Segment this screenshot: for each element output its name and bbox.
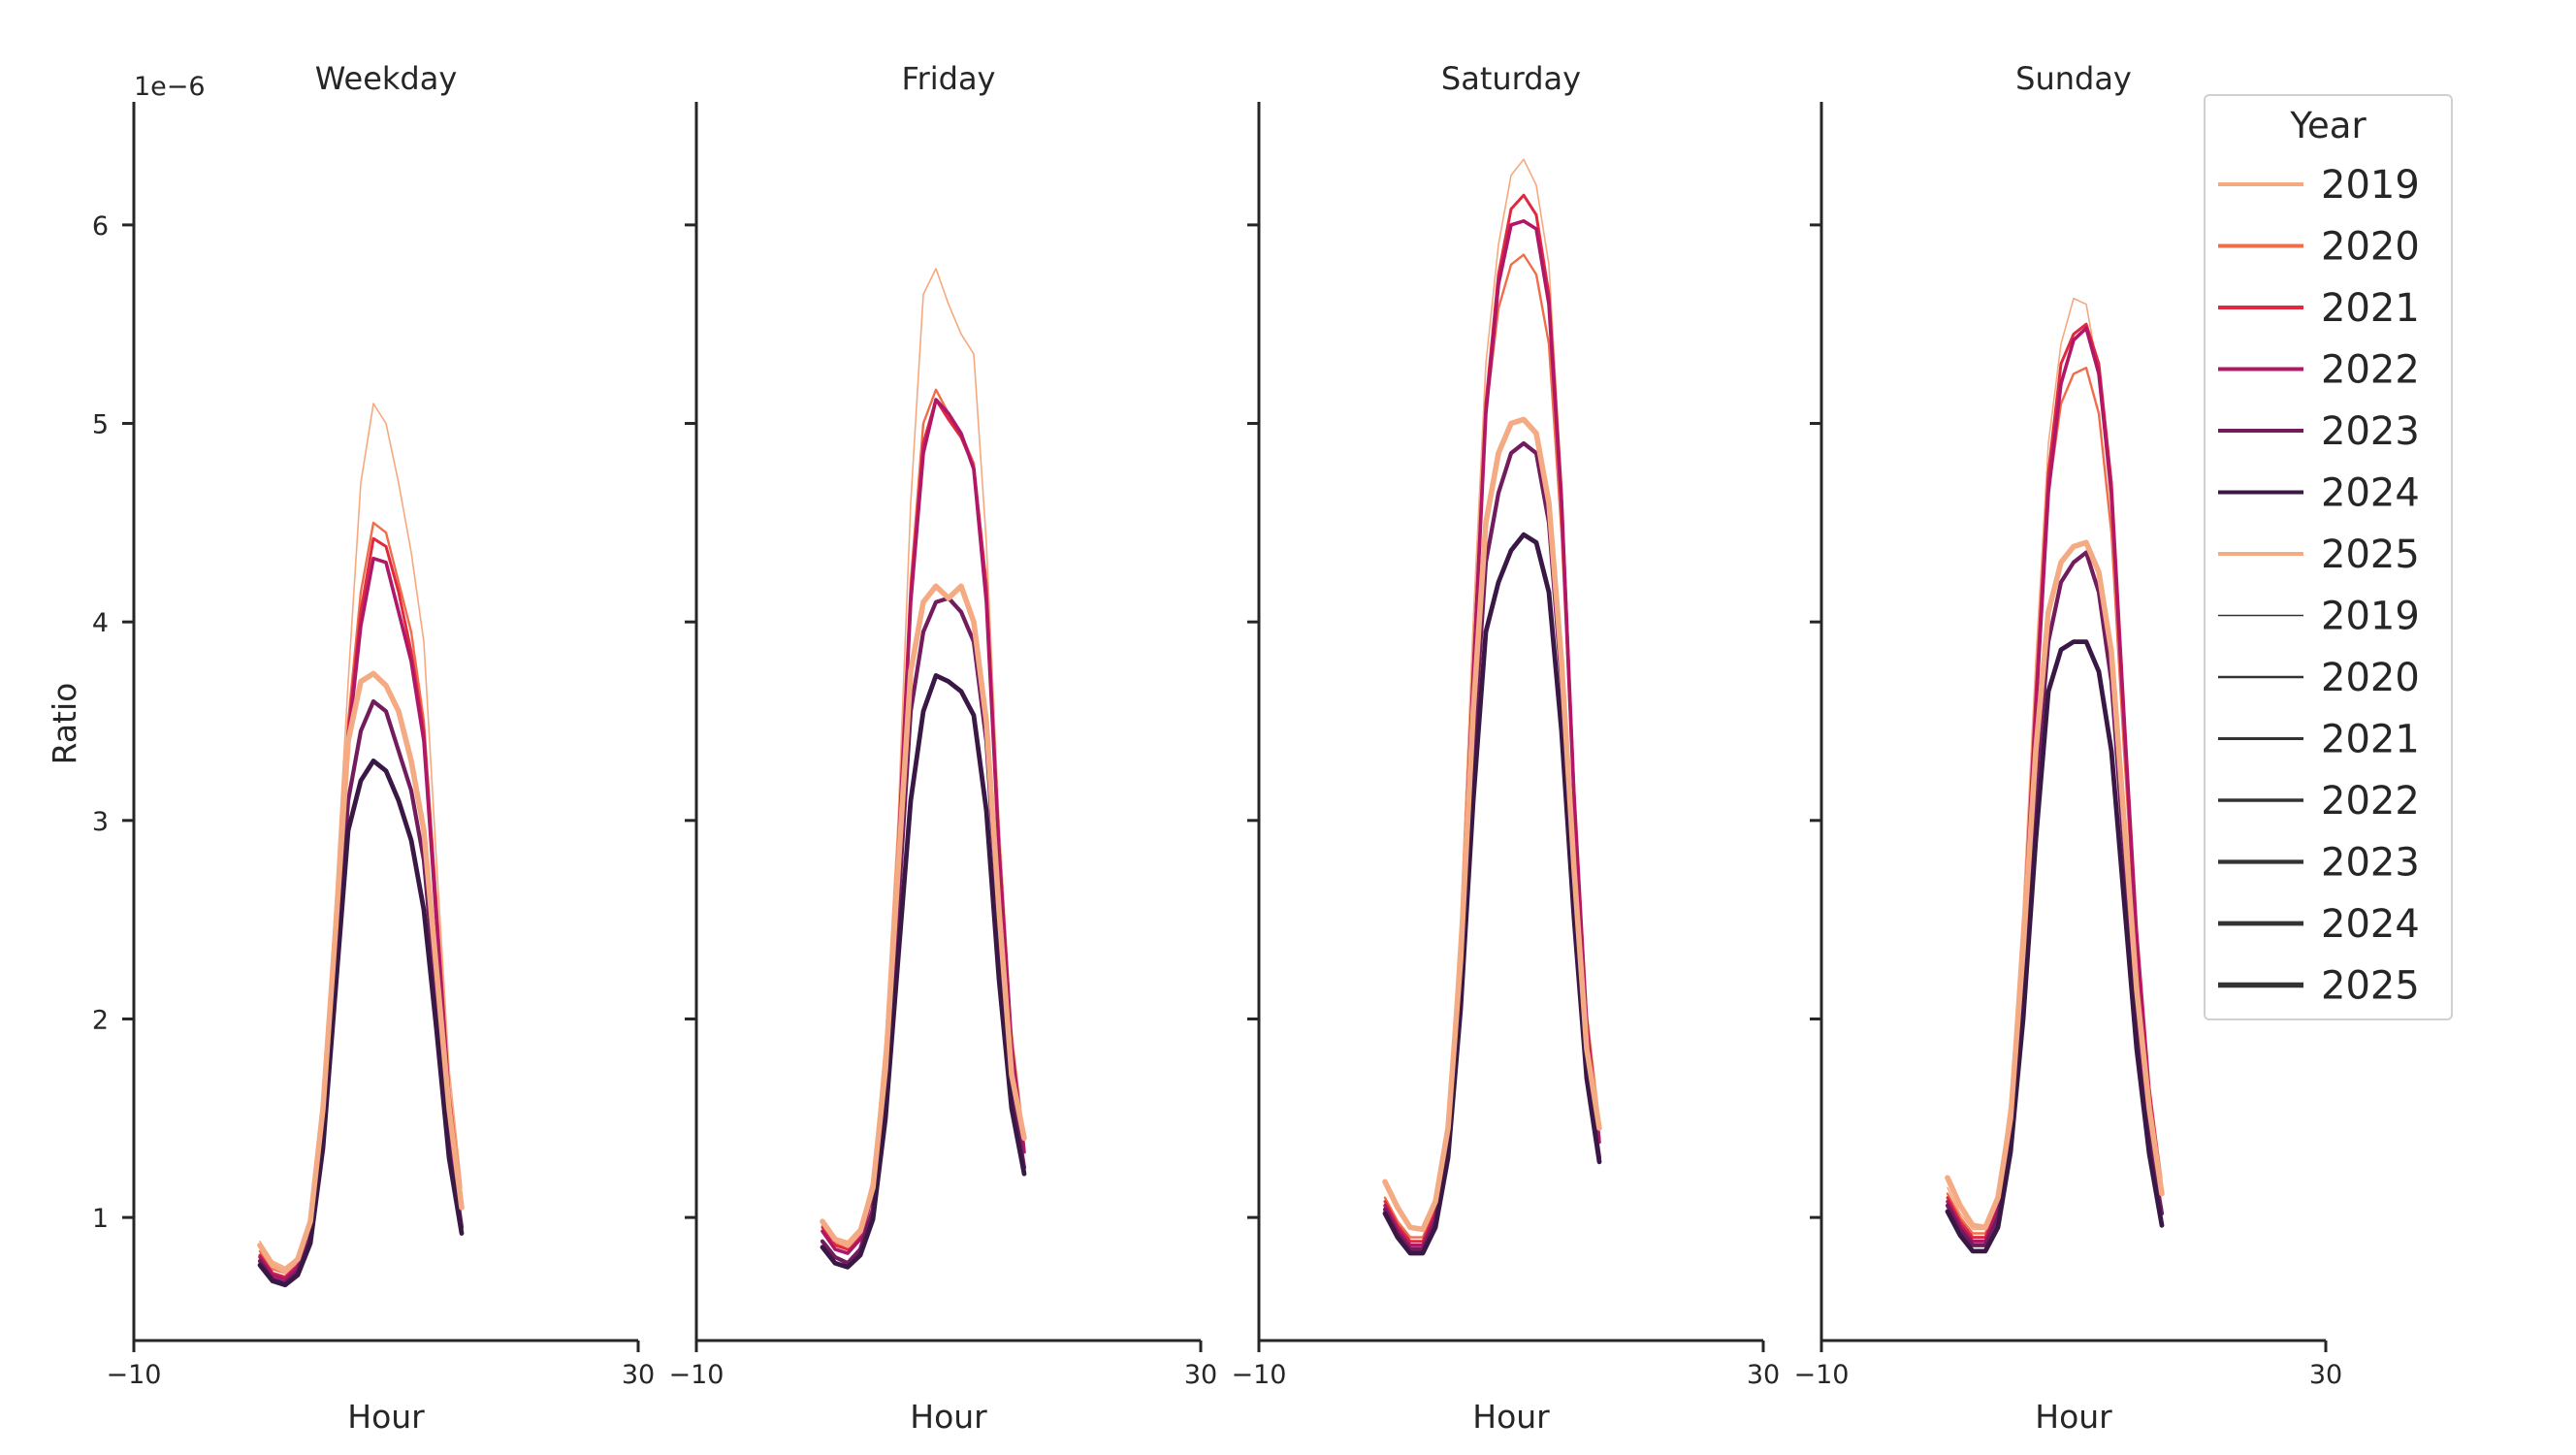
x-tick-label: −10 — [1232, 1360, 1287, 1390]
series-line-2025 — [1382, 416, 1602, 1233]
x-axis-label: Hour — [2035, 1398, 2112, 1436]
legend-label: 2021 — [2321, 718, 2420, 762]
legend-label: 2019 — [2321, 595, 2420, 639]
x-tick-label: 30 — [622, 1360, 655, 1390]
panel-title: Saturday — [1441, 60, 1581, 97]
x-axis-label: Hour — [347, 1398, 425, 1436]
y-tick-label: 4 — [92, 608, 109, 638]
legend-label: 2025 — [2321, 533, 2420, 577]
legend-frame — [2204, 94, 2453, 1020]
series-line-2022 — [1946, 326, 2164, 1244]
panel-sunday: −10 30 Sunday Hour — [1794, 60, 2343, 1436]
y-tick-label: 2 — [92, 1005, 109, 1035]
series-line-2022 — [821, 398, 1026, 1255]
series-line-2024 — [1945, 639, 2165, 1254]
y-axis-label: Ratio — [46, 683, 83, 765]
legend-label: 2022 — [2321, 348, 2420, 393]
legend-label: 2022 — [2321, 779, 2420, 824]
series-line-2024 — [1382, 532, 1602, 1256]
x-tick-label: −10 — [107, 1360, 162, 1390]
series-line-2019 — [1384, 158, 1600, 1239]
x-axis-label: Hour — [1472, 1398, 1550, 1436]
panel-title: Sunday — [2015, 60, 2132, 97]
x-tick-label: −10 — [669, 1360, 724, 1390]
series-line-2024 — [257, 759, 465, 1288]
x-axis-label: Hour — [910, 1398, 987, 1436]
legend-label: 2024 — [2321, 471, 2420, 516]
legend-label: 2020 — [2321, 225, 2420, 270]
legend-label: 2019 — [2321, 163, 2420, 208]
x-tick-label: 30 — [1747, 1360, 1780, 1390]
x-tick-label: 30 — [1184, 1360, 1217, 1390]
y-tick-label: 3 — [92, 807, 109, 837]
legend-label: 2025 — [2321, 964, 2420, 1009]
series-line-2024 — [820, 673, 1027, 1270]
series-line-2022 — [1383, 219, 1601, 1247]
y-tick-label: 5 — [92, 410, 109, 440]
legend-title: Year — [2289, 105, 2367, 146]
series-line-2025 — [1945, 539, 2165, 1231]
y-tick-label: 6 — [92, 211, 109, 242]
series-line-2021 — [1946, 322, 2164, 1240]
x-tick-label: −10 — [1794, 1360, 1850, 1390]
legend: Year 2019 2020 2021 2022 2023 2024 2025 2019 2020… — [2204, 94, 2453, 1020]
legend-label: 2023 — [2321, 409, 2420, 454]
legend-label: 2023 — [2321, 841, 2420, 886]
panel-weekday: 1 2 3 4 5 6 −10 30 Weekday Hour — [92, 60, 655, 1436]
series-line-2022 — [258, 556, 464, 1281]
y-offset-label: 1e−6 — [134, 72, 206, 102]
panel-title: Friday — [902, 60, 996, 97]
panel-title: Weekday — [315, 60, 458, 97]
x-tick-label: 30 — [2309, 1360, 2342, 1390]
series-line-2025 — [820, 583, 1027, 1248]
panel-saturday: −10 30 Saturday Hour — [1232, 60, 1781, 1436]
legend-label: 2024 — [2321, 902, 2420, 947]
legend-label: 2021 — [2321, 286, 2420, 331]
panel-friday: −10 30 Friday Hour — [669, 60, 1218, 1436]
y-tick-label: 1 — [92, 1204, 109, 1234]
series-line-2025 — [257, 670, 465, 1275]
legend-label: 2020 — [2321, 656, 2420, 700]
